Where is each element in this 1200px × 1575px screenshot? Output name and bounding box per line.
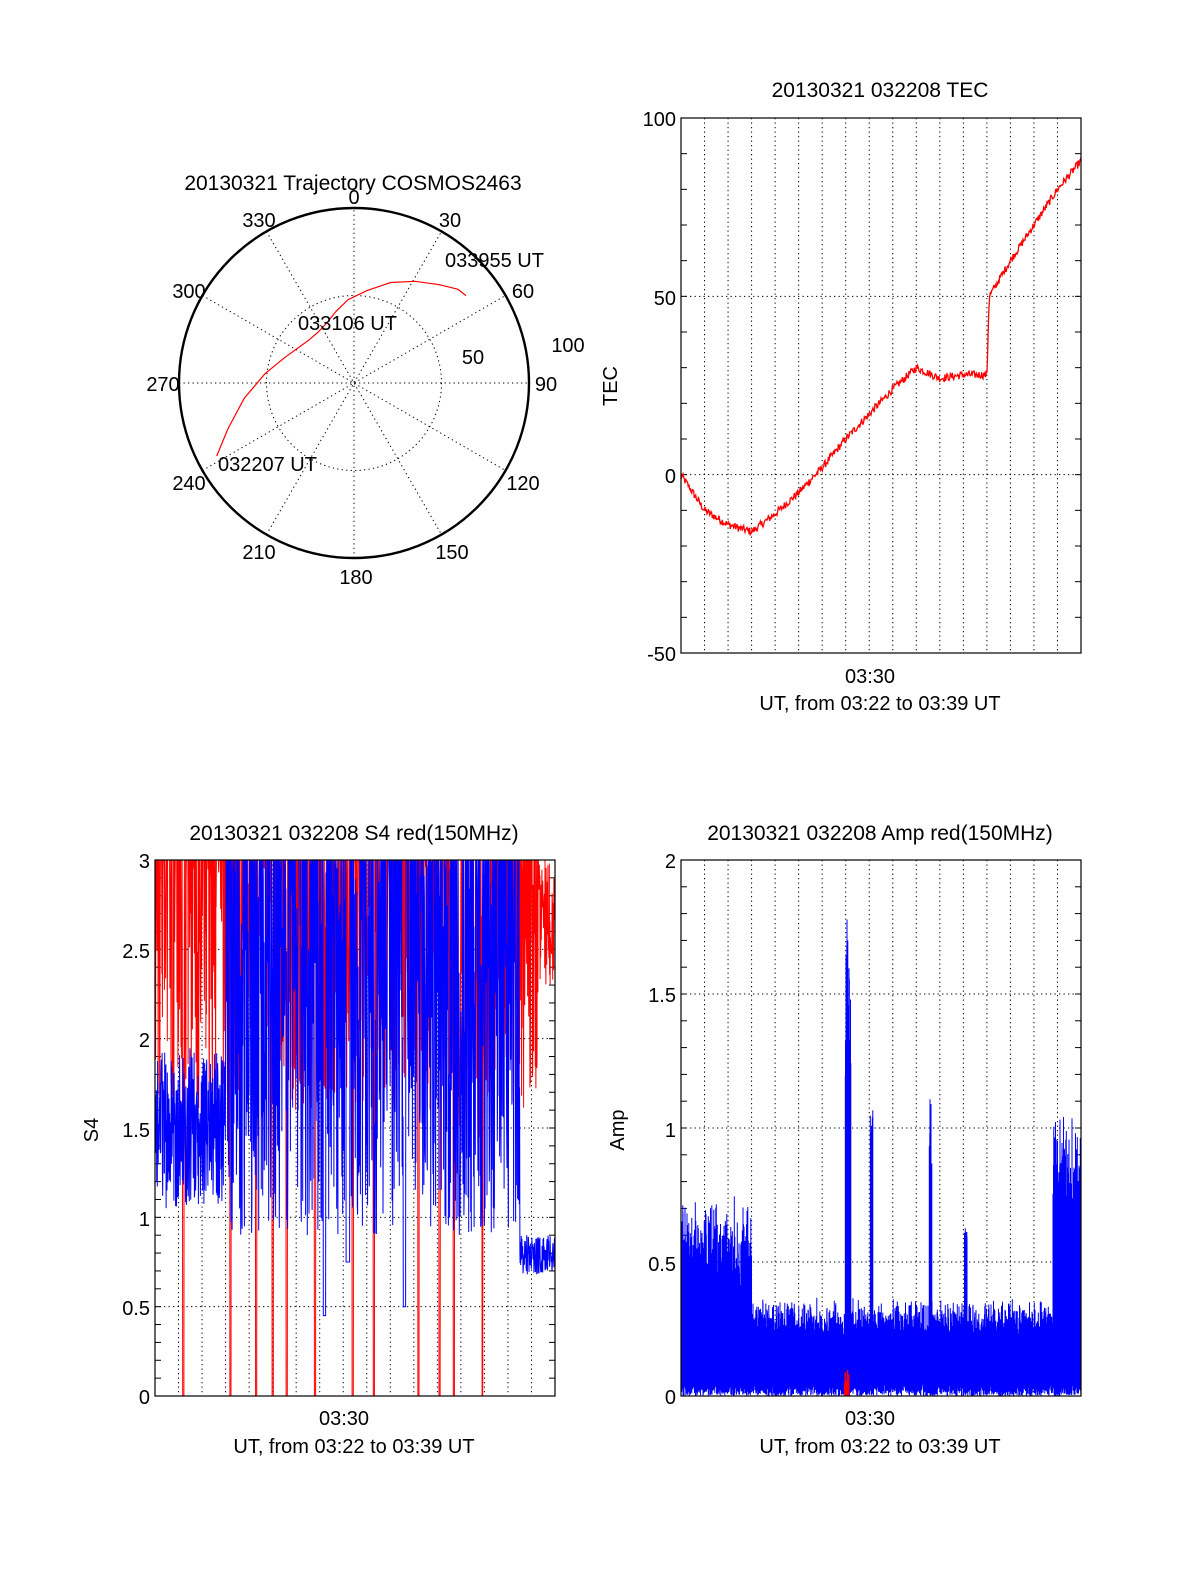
tec-xtick-0330: 03:30 (845, 666, 895, 688)
track-start-label: 032207 UT (218, 454, 317, 476)
tec-ticks (681, 153, 1081, 618)
polar-grid (179, 208, 529, 558)
s4-series-blue (154, 859, 556, 1317)
angle-label-0: 0 (348, 187, 359, 209)
amp-xtick-0330: 03:30 (845, 1408, 895, 1430)
tec-ylabel: TEC (600, 366, 622, 406)
tec-grid (681, 118, 1081, 653)
tec-xlabel: UT, from 03:22 to 03:39 UT (759, 693, 1000, 715)
tec-ytick-50: 50 (654, 288, 676, 310)
angle-label-300: 300 (172, 281, 205, 303)
angle-label-120: 120 (506, 473, 539, 495)
tec-plot-frame (680, 117, 1082, 654)
s4-ylabel: S4 (81, 1118, 103, 1142)
amp-plot-frame (680, 859, 1082, 1397)
amp-ytick-1: 1 (665, 1120, 676, 1142)
tec-series-red (680, 157, 1082, 537)
angle-label-270: 270 (146, 374, 179, 396)
s4-ytick-0.5: 0.5 (122, 1298, 150, 1320)
amp-ytick-1.5: 1.5 (648, 985, 676, 1007)
angle-label-330: 330 (242, 210, 275, 232)
s4-xtick-0330: 03:30 (319, 1408, 369, 1430)
amp-panel: 20130321 032208 Amp red(150MHz) 2 1.5 1 … (607, 822, 1082, 1458)
s4-plot-frame (154, 859, 556, 1397)
s4-panel: 20130321 032208 S4 red(150MHz) 3 2.5 2 1… (81, 822, 556, 1458)
s4-grid (155, 860, 555, 1396)
amp-ytick-0.5: 0.5 (648, 1254, 676, 1276)
angle-label-210: 210 (242, 542, 275, 564)
amp-series-blue (680, 919, 1082, 1396)
trajectory-title: 20130321 Trajectory COSMOS2463 (184, 172, 521, 195)
trajectory-panel: 20130321 Trajectory COSMOS2463 0 30 60 9… (146, 172, 584, 589)
amp-ytick-0: 0 (665, 1387, 676, 1409)
angle-label-30: 30 (439, 210, 461, 232)
s4-title: 20130321 032208 S4 red(150MHz) (189, 822, 518, 845)
angle-label-60: 60 (512, 281, 534, 303)
radial-label-100: 100 (551, 335, 584, 357)
angle-label-90: 90 (535, 374, 557, 396)
s4-ytick-1: 1 (139, 1209, 150, 1231)
track-end-label: 033955 UT (445, 250, 544, 272)
amp-series-red (843, 1370, 850, 1396)
radial-label-50: 50 (462, 347, 484, 369)
tec-title: 20130321 032208 TEC (772, 79, 989, 102)
angle-label-240: 240 (172, 473, 205, 495)
amp-title: 20130321 032208 Amp red(150MHz) (707, 822, 1053, 845)
amp-ytick-2: 2 (665, 851, 676, 873)
amp-xlabel: UT, from 03:22 to 03:39 UT (759, 1436, 1000, 1458)
track-mid-label: 033106 UT (298, 313, 397, 335)
tec-ytick-neg50: -50 (647, 644, 676, 666)
s4-ytick-1.5: 1.5 (122, 1120, 150, 1142)
angle-label-180: 180 (339, 567, 372, 589)
angle-label-150: 150 (435, 542, 468, 564)
polar-outer-circle (177, 206, 531, 560)
s4-ytick-0: 0 (139, 1387, 150, 1409)
polar-angle-labels: 0 30 60 90 120 150 180 210 240 270 300 3… (146, 187, 584, 589)
tec-panel: 20130321 032208 TEC 100 50 0 -50 TEC 03:… (600, 79, 1082, 715)
polar-ring-50 (266, 295, 442, 471)
amp-ylabel: Amp (607, 1109, 629, 1150)
s4-ytick-2.5: 2.5 (122, 941, 150, 963)
s4-xlabel: UT, from 03:22 to 03:39 UT (233, 1436, 474, 1458)
satellite-track (216, 280, 467, 457)
tec-ytick-100: 100 (643, 109, 676, 131)
s4-ytick-2: 2 (139, 1030, 150, 1052)
tec-ytick-0: 0 (665, 466, 676, 488)
s4-ytick-3: 3 (139, 851, 150, 873)
